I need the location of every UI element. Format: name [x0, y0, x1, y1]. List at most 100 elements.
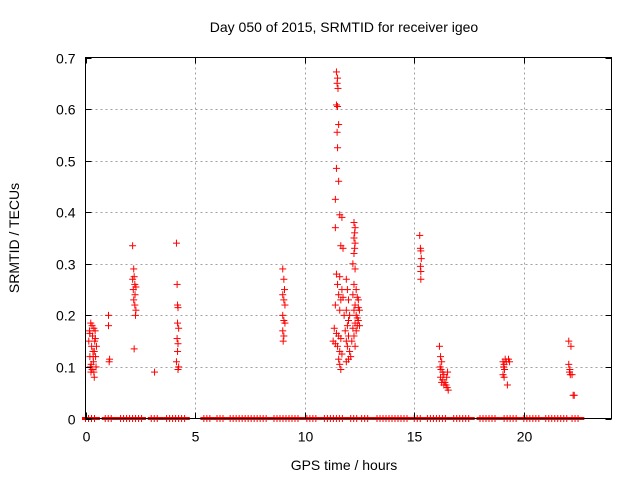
data-point: [129, 242, 137, 250]
data-point: [350, 332, 358, 340]
data-point: [331, 224, 339, 232]
data-point: [332, 68, 340, 76]
data-point: [92, 363, 100, 371]
data-point: [279, 291, 287, 299]
data-point: [334, 342, 342, 350]
data-point: [90, 373, 98, 381]
data-points: [85, 68, 578, 399]
data-point: [85, 337, 93, 345]
data-point: [342, 306, 350, 314]
data-point: [342, 358, 350, 366]
data-point: [354, 296, 362, 304]
data-point: [337, 335, 345, 343]
data-point: [130, 265, 138, 273]
data-point: [106, 355, 114, 363]
data-point: [90, 324, 98, 332]
data-point: [129, 275, 137, 283]
data-point: [331, 301, 339, 309]
y-tick-label: 0.4: [56, 205, 76, 221]
chart-title: Day 050 of 2015, SRMTID for receiver ige…: [210, 19, 479, 35]
data-point: [338, 213, 346, 221]
data-point: [131, 301, 139, 309]
y-tick-label: 0.6: [56, 102, 76, 118]
data-point: [444, 368, 452, 376]
data-point: [332, 101, 340, 109]
data-point: [280, 296, 288, 304]
data-point: [339, 244, 347, 252]
data-point: [350, 219, 358, 227]
data-point: [500, 373, 508, 381]
data-point: [350, 234, 358, 242]
data-point: [351, 244, 359, 252]
data-point: [130, 345, 138, 353]
data-point: [92, 342, 100, 350]
data-point: [345, 296, 352, 304]
data-point: [172, 358, 180, 366]
data-point: [174, 319, 182, 327]
axis-ticks: [85, 57, 612, 420]
data-point: [174, 366, 182, 374]
data-point: [331, 195, 339, 203]
data-point: [130, 296, 138, 304]
x-tick-label: 0: [83, 429, 91, 445]
data-point: [88, 366, 96, 374]
data-point: [86, 329, 94, 337]
data-point: [279, 311, 287, 319]
data-point: [280, 275, 288, 283]
data-point: [570, 391, 578, 399]
data-point: [334, 102, 342, 110]
data-point: [87, 319, 95, 327]
data-point: [443, 373, 451, 381]
data-point: [352, 327, 360, 335]
data-point: [346, 347, 354, 355]
data-point: [341, 327, 349, 335]
data-point: [437, 353, 445, 361]
data-point: [417, 275, 425, 283]
data-point: [90, 347, 98, 355]
data-point: [105, 322, 113, 330]
data-point: [334, 280, 342, 288]
data-point: [131, 311, 139, 319]
data-point: [355, 306, 363, 314]
data-point: [568, 371, 576, 379]
data-point: [281, 286, 289, 294]
data-point: [342, 275, 350, 283]
data-point: [334, 84, 342, 92]
y-tick-label: 0.7: [56, 51, 76, 67]
data-point: [336, 306, 344, 314]
y-tick-label: 0.3: [56, 257, 76, 273]
data-point: [503, 381, 511, 389]
data-point: [281, 301, 289, 309]
data-point: [348, 337, 356, 345]
data-point: [440, 381, 448, 389]
data-point: [173, 280, 181, 288]
data-point: [338, 350, 346, 358]
data-point: [346, 311, 354, 319]
data-point: [435, 342, 443, 350]
data-point: [330, 324, 338, 332]
data-point: [280, 332, 288, 340]
data-point: [89, 353, 97, 361]
data-point: [132, 283, 140, 291]
data-point: [105, 311, 113, 319]
data-point: [337, 366, 345, 374]
data-point: [351, 229, 359, 237]
y-tick-label: 0: [68, 412, 76, 428]
data-point: [353, 314, 361, 322]
data-point: [332, 164, 340, 172]
data-point: [343, 322, 351, 330]
data-point: [565, 337, 573, 345]
data-point: [351, 265, 359, 273]
data-point: [417, 268, 425, 276]
data-point: [335, 355, 343, 363]
plot-frame: [85, 57, 612, 419]
data-point: [444, 386, 452, 394]
data-point: [339, 293, 347, 301]
x-tick-label: 20: [517, 429, 533, 445]
data-point: [352, 286, 360, 294]
data-point: [343, 342, 351, 350]
data-point: [567, 342, 575, 350]
data-point: [345, 317, 352, 325]
data-point: [279, 265, 287, 273]
x-axis-label: GPS time / hours: [291, 457, 398, 473]
